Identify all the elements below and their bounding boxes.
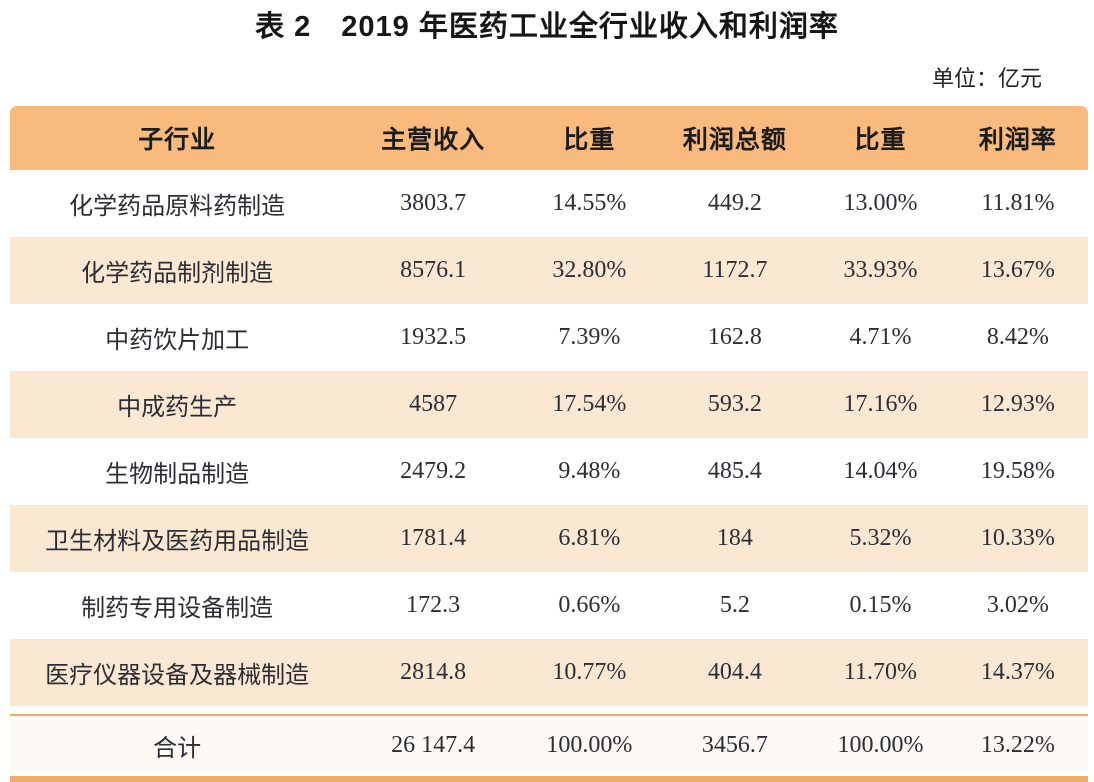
value-cell: 33.93%: [813, 237, 948, 304]
table-bottom-border: [10, 776, 1088, 782]
value-cell: 1172.7: [656, 237, 814, 304]
sub-industry-cell: 制药专用设备制造: [10, 572, 345, 639]
column-header: 比重: [522, 106, 657, 170]
value-cell: 0.66%: [522, 572, 657, 639]
value-cell: 9.48%: [522, 438, 657, 505]
industry-revenue-table: 子行业 主营收入 比重 利润总额 比重 利润率 化学药品原料药制造 3803.7 14.55%…: [10, 106, 1088, 774]
table-row: 化学药品原料药制造 3803.7 14.55% 449.2 13.00% 11.81%: [10, 170, 1088, 237]
value-cell: 11.70%: [813, 639, 948, 714]
value-cell: 3803.7: [344, 170, 523, 237]
value-cell: 14.04%: [813, 438, 948, 505]
sub-industry-cell: 中成药生产: [10, 371, 345, 438]
value-cell: 32.80%: [522, 237, 657, 304]
value-cell: 14.37%: [947, 639, 1088, 714]
value-cell: 4.71%: [813, 304, 948, 371]
sub-industry-cell: 化学药品制剂制造: [10, 237, 345, 304]
column-header: 利润率: [947, 106, 1088, 170]
table-row: 中药饮片加工 1932.5 7.39% 162.8 4.71% 8.42%: [10, 304, 1088, 371]
value-cell: 0.15%: [813, 572, 948, 639]
value-cell: 184: [656, 505, 814, 572]
value-cell: 19.58%: [947, 438, 1088, 505]
total-value-cell: 13.22%: [947, 714, 1088, 774]
column-header: 利润总额: [656, 106, 814, 170]
total-value-cell: 100.00%: [522, 714, 657, 774]
total-row: 合计 26 147.4 100.00% 3456.7 100.00% 13.22%: [10, 714, 1088, 774]
header-row: 子行业 主营收入 比重 利润总额 比重 利润率: [10, 106, 1088, 170]
value-cell: 11.81%: [947, 170, 1088, 237]
total-value-cell: 100.00%: [813, 714, 948, 774]
table-body: 化学药品原料药制造 3803.7 14.55% 449.2 13.00% 11.81% 化学…: [10, 170, 1088, 714]
sub-industry-cell: 中药饮片加工: [10, 304, 345, 371]
value-cell: 13.00%: [813, 170, 948, 237]
value-cell: 5.2: [656, 572, 814, 639]
value-cell: 162.8: [656, 304, 814, 371]
value-cell: 3.02%: [947, 572, 1088, 639]
value-cell: 449.2: [656, 170, 814, 237]
value-cell: 7.39%: [522, 304, 657, 371]
table-row: 医疗仪器设备及器械制造 2814.8 10.77% 404.4 11.70% 14.37%: [10, 639, 1088, 714]
sub-industry-cell: 卫生材料及医药用品制造: [10, 505, 345, 572]
total-value-cell: 3456.7: [656, 714, 814, 774]
table-row: 制药专用设备制造 172.3 0.66% 5.2 0.15% 3.02%: [10, 572, 1088, 639]
value-cell: 1932.5: [344, 304, 523, 371]
table-title: 表 2 2019 年医药工业全行业收入和利润率: [255, 11, 839, 43]
value-cell: 17.54%: [522, 371, 657, 438]
sub-industry-cell: 生物制品制造: [10, 438, 345, 505]
value-cell: 10.77%: [522, 639, 657, 714]
value-cell: 1781.4: [344, 505, 523, 572]
value-cell: 404.4: [656, 639, 814, 714]
table-row: 中成药生产 4587 17.54% 593.2 17.16% 12.93%: [10, 371, 1088, 438]
value-cell: 12.93%: [947, 371, 1088, 438]
value-cell: 593.2: [656, 371, 814, 438]
value-cell: 2479.2: [344, 438, 523, 505]
value-cell: 5.32%: [813, 505, 948, 572]
table-row: 卫生材料及医药用品制造 1781.4 6.81% 184 5.32% 10.33%: [10, 505, 1088, 572]
value-cell: 14.55%: [522, 170, 657, 237]
value-cell: 8576.1: [344, 237, 523, 304]
sub-industry-cell: 化学药品原料药制造: [10, 170, 345, 237]
table-row: 化学药品制剂制造 8576.1 32.80% 1172.7 33.93% 13.67%: [10, 237, 1088, 304]
total-label-cell: 合计: [10, 714, 345, 774]
sub-industry-cell: 医疗仪器设备及器械制造: [10, 639, 345, 714]
table-row: 生物制品制造 2479.2 9.48% 485.4 14.04% 19.58%: [10, 438, 1088, 505]
total-value-cell: 26 147.4: [344, 714, 523, 774]
value-cell: 10.33%: [947, 505, 1088, 572]
unit-label: 单位：亿元: [931, 66, 1042, 91]
value-cell: 13.67%: [947, 237, 1088, 304]
value-cell: 485.4: [656, 438, 814, 505]
column-header: 子行业: [10, 106, 345, 170]
column-header: 比重: [813, 106, 948, 170]
value-cell: 4587: [344, 371, 523, 438]
column-header: 主营收入: [344, 106, 523, 170]
table-footer: 合计 26 147.4 100.00% 3456.7 100.00% 13.22%: [10, 714, 1088, 774]
table-header: 子行业 主营收入 比重 利润总额 比重 利润率: [10, 106, 1088, 170]
value-cell: 6.81%: [522, 505, 657, 572]
value-cell: 172.3: [344, 572, 523, 639]
value-cell: 2814.8: [344, 639, 523, 714]
value-cell: 17.16%: [813, 371, 948, 438]
value-cell: 8.42%: [947, 304, 1088, 371]
